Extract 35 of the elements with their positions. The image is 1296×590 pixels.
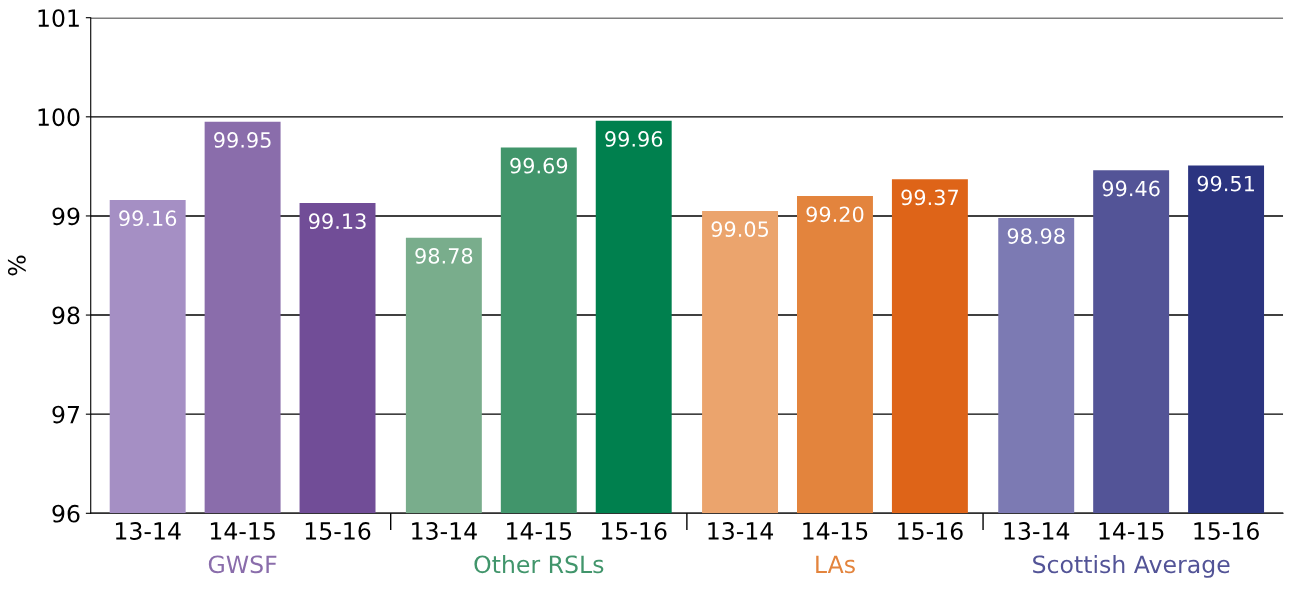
y-tick-label: 96 <box>52 504 80 523</box>
text: LAs <box>816 555 855 574</box>
y-tick-label: 101 <box>38 9 79 28</box>
data-label: 99.37 <box>901 189 958 206</box>
data-label: 98.98 <box>1007 228 1065 244</box>
y-tick-label: 100 <box>38 108 80 127</box>
data-label: 98.78 <box>415 248 473 264</box>
x-tick-label: 13-14 <box>1004 522 1070 540</box>
text: Other RSLs <box>474 554 604 574</box>
x-tick-label: 14-15 <box>803 522 868 540</box>
text: GWSF <box>208 555 277 574</box>
x-tick-label: 13-14 <box>708 522 774 540</box>
x-tick-label: 14-15 <box>1099 522 1164 540</box>
data-label: 99.95 <box>214 132 271 148</box>
data-label: 99.46 <box>1102 180 1160 197</box>
x-tick-label: 13-14 <box>412 522 477 540</box>
data-label: 99.20 <box>806 206 864 223</box>
y-tick-label: 98 <box>52 306 80 325</box>
y-tick-label: 97 <box>52 405 79 424</box>
x-tick-label: 15-16 <box>305 522 371 540</box>
data-label: 99.69 <box>510 157 568 174</box>
x-tick-label: 15-16 <box>898 522 963 540</box>
y-axis-title: % <box>7 255 26 276</box>
data-label: 99.51 <box>1197 175 1254 192</box>
data-label: 99.96 <box>605 131 663 147</box>
data-label: 99.13 <box>309 213 366 230</box>
x-tick-label: 15-16 <box>602 522 667 540</box>
x-tick-label: 14-15 <box>507 522 572 540</box>
data-label: 99.16 <box>119 210 177 227</box>
text: Scottish Average <box>1033 554 1230 578</box>
x-tick-label: 15-16 <box>1194 522 1259 540</box>
x-tick-label: 13-14 <box>115 522 181 540</box>
y-tick-label: 99 <box>52 207 80 226</box>
data-label: 99.05 <box>711 221 769 238</box>
x-tick-label: 14-15 <box>210 522 275 540</box>
